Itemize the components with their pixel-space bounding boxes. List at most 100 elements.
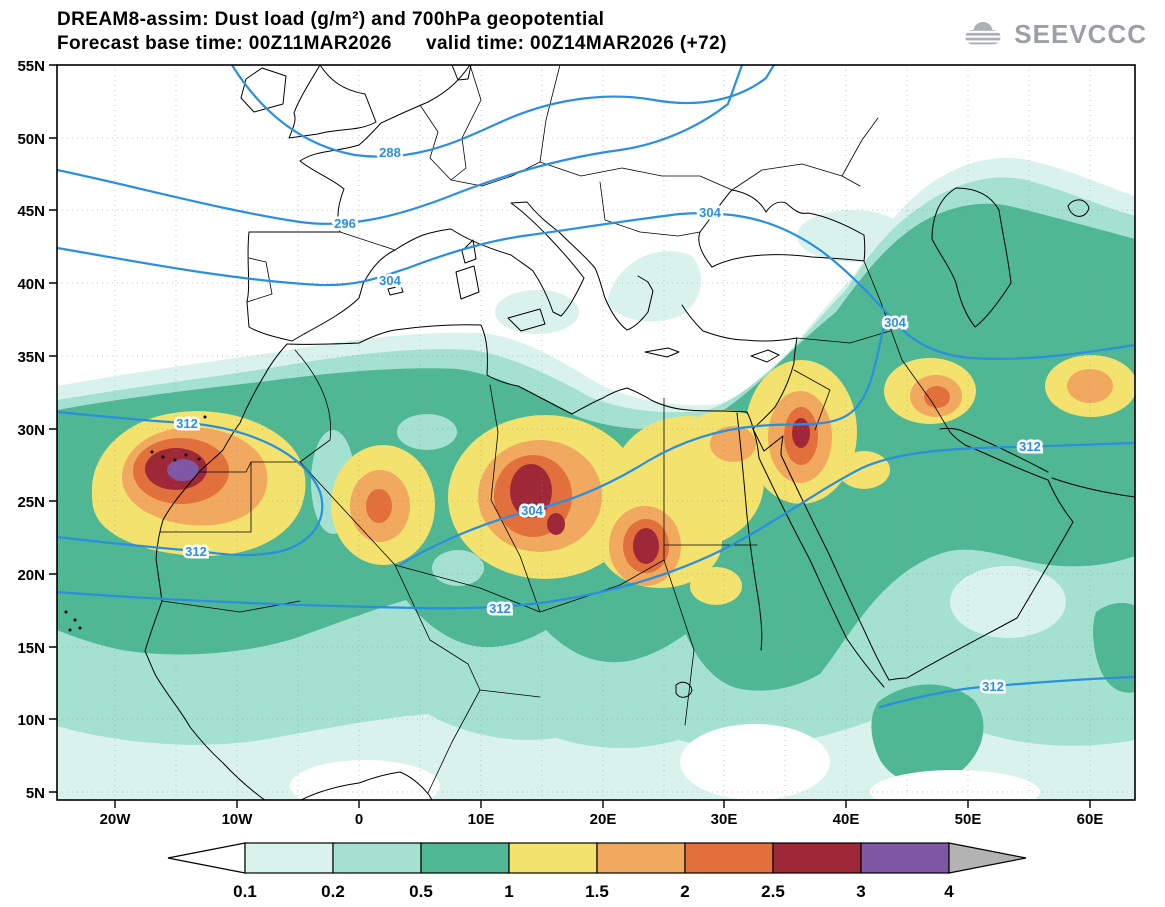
red-sea-coast: [752, 428, 890, 688]
country-borders: [159, 65, 951, 794]
colorbar-tick-label: 1: [504, 882, 513, 901]
lon-tick-label: 40E: [833, 811, 860, 828]
map-content: 288 296 304 304 304 304 312 312 312 312 …: [57, 65, 1135, 800]
lat-tick-label: 35N: [17, 349, 45, 366]
geopotential-contour-label: 304: [884, 315, 906, 330]
lon-tick-label: 20W: [100, 811, 132, 828]
lat-tick-label: 40N: [17, 276, 45, 293]
lake-chad: [675, 681, 693, 698]
colorbar-tick-label: 3: [856, 882, 865, 901]
colorbar: 0.1 0.2 0.5 1 1.5 2 2.5 3 4: [167, 842, 1027, 901]
lat-tick-label: 15N: [17, 640, 45, 657]
africa-mideast-borders: [159, 260, 951, 794]
lon-axis: 20W 10W 0 10E 20E 30E 40E 50E 60E: [100, 811, 1104, 828]
dust-region: [1093, 602, 1135, 693]
geopotential-contour-label: 288: [379, 145, 401, 160]
contour-288: [230, 65, 776, 158]
west-africa-coast: [144, 343, 433, 800]
coastlines: [64, 65, 1135, 800]
dust-shading-layer: [57, 157, 1135, 800]
atlantic-islands: [64, 415, 207, 632]
logo-text: SEEVCCC: [1014, 18, 1147, 49]
dust-region: [366, 489, 392, 523]
lon-tick-label: 10E: [468, 811, 495, 828]
geopotential-contour-label: 304: [521, 503, 543, 518]
lat-tick-label: 50N: [17, 131, 45, 148]
dust-region: [871, 684, 984, 784]
mediterranean-islands: [387, 239, 780, 363]
colorbar-tick-label: 4: [944, 882, 954, 901]
dust-region: [792, 418, 810, 448]
lon-ticks: [114, 800, 1091, 808]
lon-tick-label: 0: [355, 811, 363, 828]
geopotential-contour-label: 304: [699, 205, 721, 220]
dust-level-3: [167, 459, 199, 481]
contour-296: [57, 65, 744, 225]
nile-river: [736, 412, 763, 651]
colorbar-segment: [332, 842, 422, 874]
black-sea-coast: [698, 189, 866, 268]
dust-region: [633, 528, 659, 564]
dust-region: [495, 290, 579, 334]
chart-header: DREAM8-assim: Dust load (g/m²) and 700hP…: [57, 8, 727, 56]
dust-region: [167, 459, 199, 481]
contour-312-sahel: [57, 441, 1135, 610]
map-frame: [56, 64, 1136, 801]
europe-coast: [246, 65, 654, 342]
lat-ticks: [49, 64, 57, 793]
colorbar-segment: [596, 842, 686, 874]
chart-subtitle: Forecast base time: 00Z11MAR2026 valid t…: [57, 33, 727, 54]
contour-304-south: [398, 324, 886, 567]
colorbar-segment: [860, 842, 950, 874]
colorbar-tick-label: 0.2: [321, 882, 345, 901]
north-africa-coast: [286, 324, 754, 430]
colorbar-arrow-right: [948, 842, 1027, 874]
dust-region: [510, 464, 552, 518]
seevccc-logo: SEEVCCC: [959, 18, 1147, 50]
dust-region: [838, 451, 890, 489]
colorbar-segment: [508, 842, 598, 874]
colorbar-tick-label: 2.5: [761, 882, 785, 901]
arabia-coast: [888, 427, 1135, 681]
geopotential-contour-label: 296: [334, 216, 356, 231]
lat-tick-label: 45N: [17, 203, 45, 220]
lon-tick-label: 20E: [590, 811, 617, 828]
colorbar-tick-label: 1.5: [585, 882, 609, 901]
lon-tick-label: 30E: [711, 811, 738, 828]
chart-title: DREAM8-assim: Dust load (g/m²) and 700hP…: [57, 9, 605, 30]
europe-borders: [246, 65, 879, 303]
dust-region: [690, 567, 742, 605]
lat-tick-label: 25N: [17, 494, 45, 511]
geopotential-contour-label: 312: [489, 601, 511, 616]
colorbar-tick-label: 0.5: [409, 882, 433, 901]
geopotential-contour-label: 312: [185, 544, 207, 559]
caspian-sea-coast: [931, 187, 1090, 328]
dust-region: [710, 426, 756, 462]
contour-304-main: [57, 212, 1135, 361]
dust-region: [924, 386, 950, 408]
cloud-icon: [964, 22, 1003, 45]
dust-region: [607, 251, 702, 322]
lat-tick-label: 55N: [17, 58, 45, 75]
lat-tick-label: 20N: [17, 567, 45, 584]
lon-tick-label: 50E: [955, 811, 982, 828]
colorbar-segment: [684, 842, 774, 874]
lon-tick-label: 60E: [1077, 811, 1104, 828]
geopotential-contour-label: 312: [1019, 439, 1041, 454]
geopotential-contour-label: 312: [176, 416, 198, 431]
geopotential-contour-label: 312: [982, 679, 1004, 694]
geopotential-contour-label: 304: [379, 273, 401, 288]
lat-axis: 55N 50N 45N 40N 35N 30N 25N 20N 15N 10N …: [17, 58, 45, 802]
colorbar-arrow-left: [167, 842, 246, 874]
colorbar-labels: 0.1 0.2 0.5 1 1.5 2 2.5 3 4: [233, 882, 954, 901]
britain-ireland-coast: [240, 65, 377, 139]
lon-tick-label: 10W: [222, 811, 254, 828]
geopotential-contour-labels: 288 296 304 304 304 304 312 312 312 312 …: [174, 143, 1044, 697]
lat-tick-label: 5N: [26, 785, 45, 802]
lat-tick-label: 30N: [17, 422, 45, 439]
colorbar-segment: [420, 842, 510, 874]
colorbar-tick-label: 2: [680, 882, 689, 901]
dust-region: [547, 513, 565, 535]
